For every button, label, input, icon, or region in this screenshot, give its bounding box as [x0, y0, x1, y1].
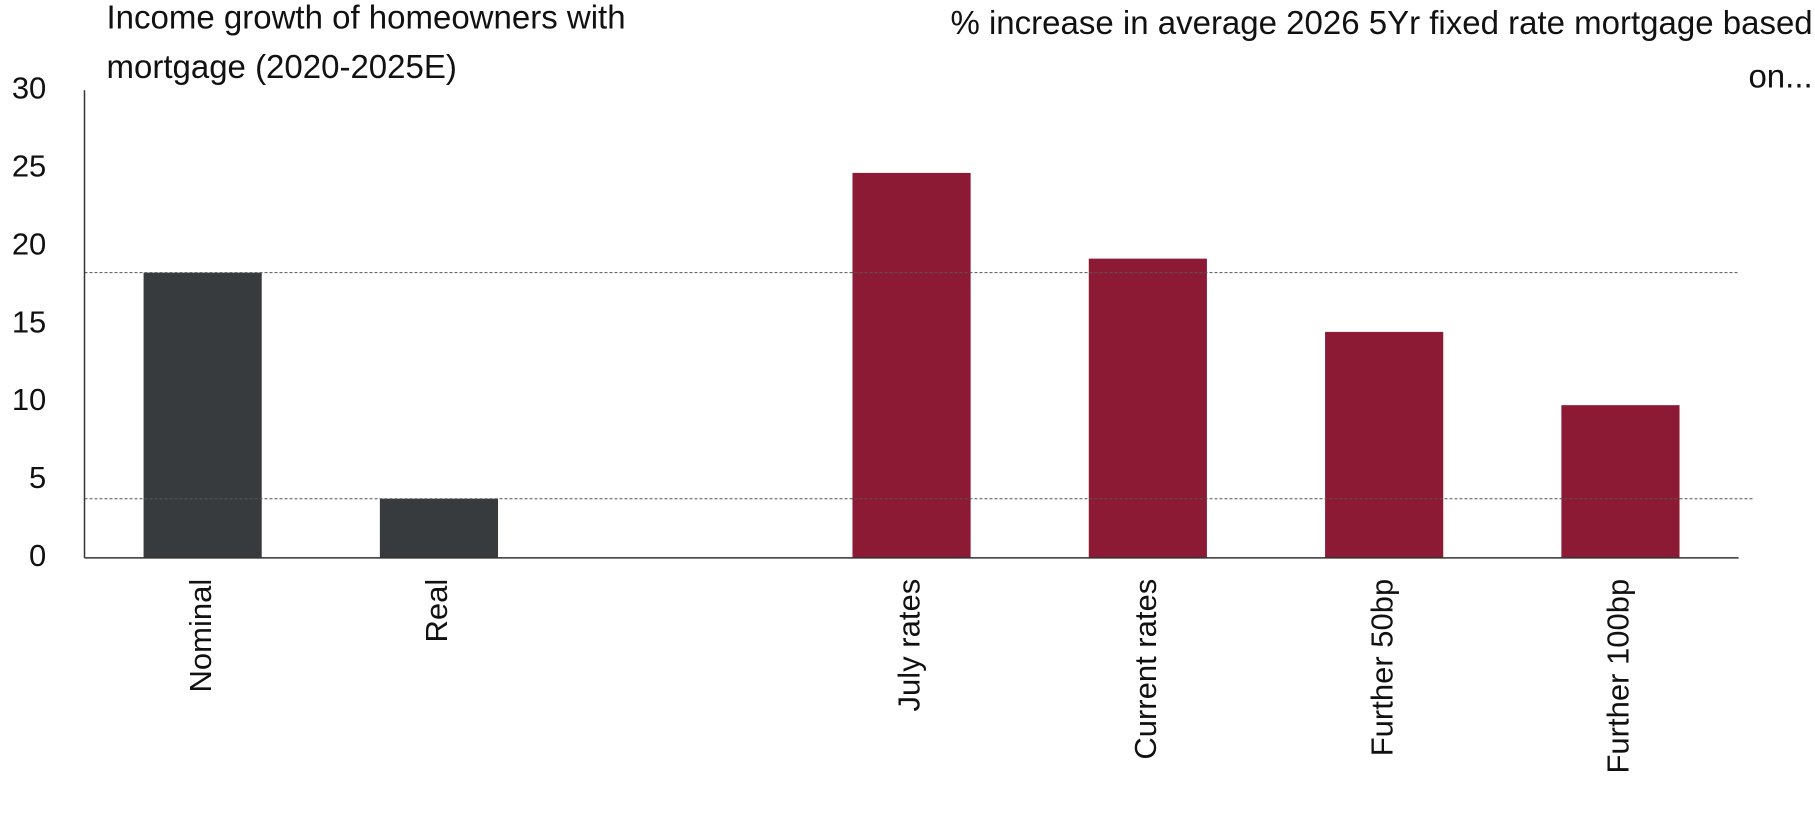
x-tick-label: Further 100bp	[1601, 579, 1636, 774]
x-tick-label: Further 50bp	[1364, 579, 1399, 757]
y-tick-label: 20	[12, 226, 46, 261]
y-tick-label: 15	[12, 304, 46, 339]
y-tick-label: 5	[29, 460, 46, 495]
bar	[379, 498, 499, 558]
bar	[1325, 331, 1444, 558]
chart-title: on...	[1748, 57, 1812, 94]
chart-title: % increase in average 2026 5Yr fixed rat…	[950, 4, 1812, 41]
x-tick-label: Current rates	[1128, 579, 1163, 760]
bar	[1088, 258, 1207, 558]
x-tick-label: Nominal	[183, 579, 218, 693]
chart-title: mortgage (2020-2025E)	[106, 48, 456, 85]
y-tick-label: 25	[12, 148, 46, 183]
y-tick-label: 10	[12, 382, 46, 417]
x-tick-label: July rates	[892, 579, 927, 712]
y-tick-label: 30	[12, 70, 46, 105]
y-tick-label: 0	[29, 538, 46, 573]
bar	[1561, 405, 1680, 558]
bar	[143, 272, 262, 558]
x-tick-label: Real	[419, 579, 454, 643]
bar	[852, 172, 971, 558]
chart-title: Income growth of homeowners with	[106, 0, 625, 35]
